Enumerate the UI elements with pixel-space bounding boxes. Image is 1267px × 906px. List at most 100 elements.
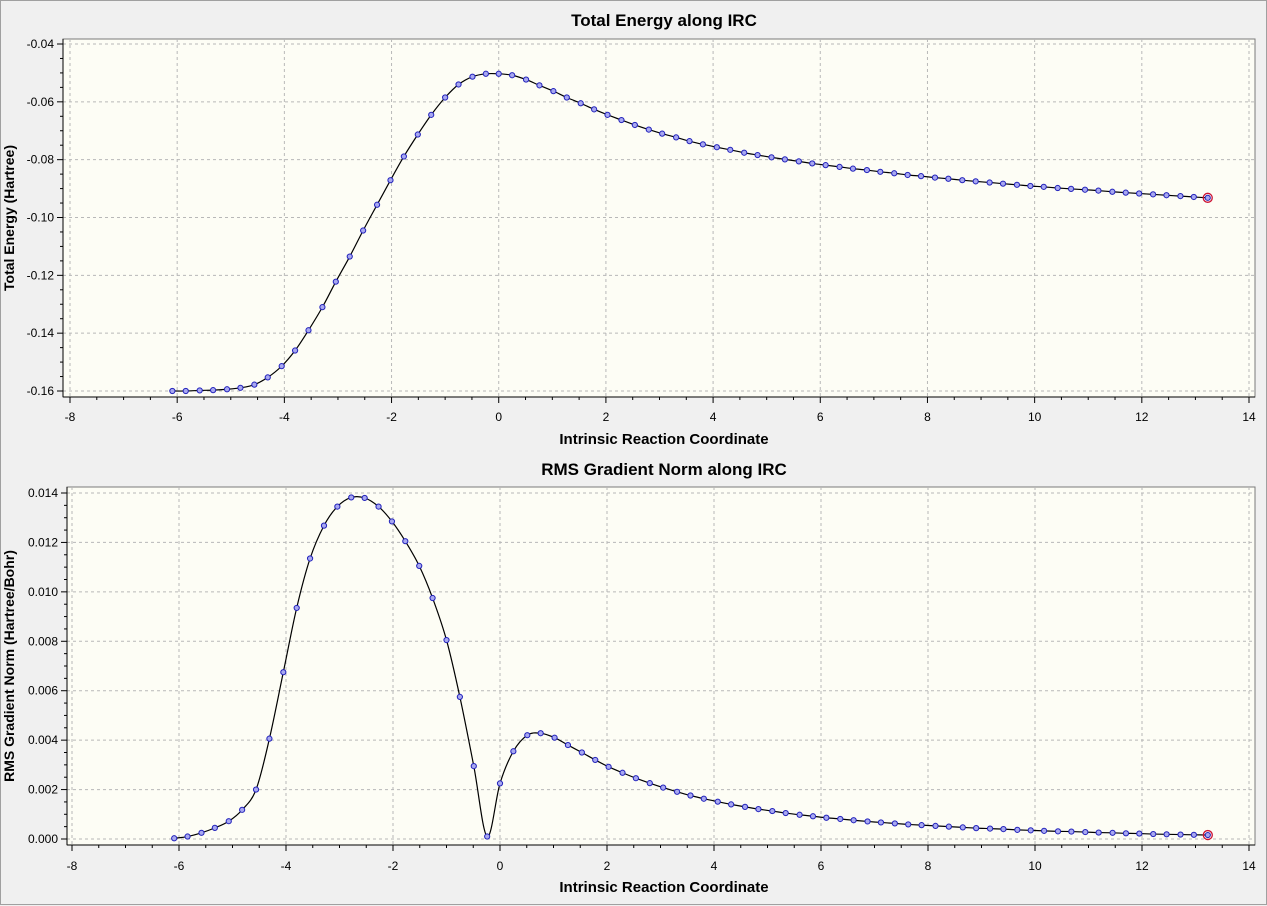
gradient-x-tick-label: -6 <box>174 859 185 873</box>
energy-data-point <box>945 175 952 182</box>
gradient-data-point <box>1150 830 1157 838</box>
gradient-data-point <box>741 803 749 810</box>
gradient-data-point <box>484 833 491 840</box>
energy-y-tick-label: -0.06 <box>27 95 55 109</box>
gradient-data-point <box>782 809 789 817</box>
gradient-data-point <box>605 763 612 770</box>
gradient-x-tick-label: -8 <box>67 859 78 873</box>
gradient-data-point <box>1190 831 1197 838</box>
gradient-data-point <box>225 818 232 825</box>
gradient-x-tick-label: 4 <box>711 859 718 873</box>
energy-data-point <box>1163 192 1170 199</box>
gradient-data-point <box>402 538 409 545</box>
gradient-x-tick-label: -2 <box>388 859 399 873</box>
gradient-chart: -8 -6 -4 -2 0 2 4 6 8 10 12 14 0.000 0.002 0.004 0.006… <box>1 460 1256 896</box>
gradient-y-tick-label: 0.006 <box>28 684 58 698</box>
gradient-data-point <box>211 824 218 831</box>
gradient-y-tick-label: 0.010 <box>28 585 58 599</box>
energy-x-tick-label: -8 <box>65 410 76 424</box>
energy-x-tick-label: -6 <box>172 410 183 424</box>
energy-data-point <box>1067 185 1075 192</box>
gradient-data-point <box>823 814 830 821</box>
gradient-data-point <box>1204 831 1211 839</box>
energy-data-point <box>264 374 271 381</box>
gradient-x-tick-label: -4 <box>281 859 292 873</box>
energy-data-point <box>849 165 857 172</box>
gradient-data-point <box>700 795 707 802</box>
energy-x-ticks: -8 -6 -4 -2 0 2 4 6 8 10 12 14 <box>65 397 1256 424</box>
gradient-x-tick-label: 6 <box>818 859 825 873</box>
energy-grid <box>63 39 1255 397</box>
energy-data-point <box>400 153 407 160</box>
energy-data-point <box>645 126 652 133</box>
gradient-data-point <box>348 494 355 501</box>
gradient-data-point <box>1082 828 1089 836</box>
energy-data-point <box>182 387 189 395</box>
gradient-data-point <box>945 823 952 830</box>
gradient-y-tick-label: 0.002 <box>28 783 58 797</box>
gradient-data-point <box>171 835 178 842</box>
energy-data-point <box>482 70 489 77</box>
gradient-data-point <box>388 518 396 525</box>
gradient-data-point <box>986 825 994 832</box>
gradient-data-point <box>334 503 341 510</box>
gradient-data-point <box>198 829 205 836</box>
gradient-plot-area <box>66 486 1256 846</box>
gradient-data-point <box>320 522 328 529</box>
energy-data-point <box>1122 189 1129 196</box>
energy-data-point <box>1054 184 1061 192</box>
energy-data-point <box>673 134 680 141</box>
gradient-data-point <box>578 749 585 756</box>
energy-data-point <box>196 387 203 394</box>
gradient-data-point <box>1177 831 1184 838</box>
energy-data-point <box>577 100 584 107</box>
energy-data-point <box>686 138 693 145</box>
energy-data-point <box>251 381 258 388</box>
energy-data-point <box>414 131 421 138</box>
energy-data-point <box>291 347 299 354</box>
energy-data-point <box>1190 193 1197 201</box>
energy-data-point <box>727 146 734 153</box>
gradient-x-ticks: -8 -6 -4 -2 0 2 4 6 8 10 12 14 <box>67 845 1256 873</box>
energy-data-point <box>509 72 516 79</box>
gradient-data-point <box>266 735 273 742</box>
gradient-y-tick-label: 0.004 <box>28 733 58 747</box>
gradient-data-point <box>1109 829 1116 836</box>
energy-data-point <box>999 180 1007 187</box>
energy-y-tick-label: -0.12 <box>27 268 55 282</box>
energy-data-point <box>209 387 217 394</box>
energy-y-tick-label: -0.14 <box>27 326 55 340</box>
gradient-data-point <box>891 820 898 827</box>
gradient-data-point <box>796 811 803 818</box>
gradient-data-point <box>755 805 762 813</box>
energy-data-point <box>536 82 543 89</box>
gradient-x-tick-label: 2 <box>604 859 611 873</box>
gradient-data-point <box>1027 827 1034 834</box>
energy-data-point <box>1027 182 1034 190</box>
energy-data-point <box>278 363 285 370</box>
energy-data-point <box>360 227 367 234</box>
gradient-data-point <box>416 562 423 570</box>
energy-data-point <box>877 168 884 175</box>
energy-data-point <box>1013 181 1021 188</box>
gradient-data-point <box>687 792 694 799</box>
gradient-x-tick-label: 8 <box>925 859 932 873</box>
gradient-series-points <box>171 494 1213 842</box>
energy-data-point <box>1040 183 1047 190</box>
gradient-x-tick-label: 12 <box>1135 859 1149 873</box>
energy-data-point <box>442 94 449 101</box>
gradient-data-point <box>252 786 260 793</box>
gradient-y-tick-label: 0.014 <box>28 486 58 500</box>
energy-series-points <box>169 70 1213 395</box>
energy-data-point <box>332 278 339 285</box>
energy-x-tick-label: 0 <box>495 410 502 424</box>
gradient-data-point <box>592 756 599 764</box>
energy-chart: -8 -6 -4 -2 0 2 4 6 8 10 12 14 -0.04 -0.06 -0.08 -0.10… <box>1 11 1256 448</box>
gradient-data-point <box>375 503 382 510</box>
gradient-data-point <box>864 818 871 825</box>
gradient-data-point <box>905 821 912 828</box>
gradient-data-point <box>1040 827 1048 834</box>
energy-y-axis-label: Total Energy (Hartree) <box>1 145 17 291</box>
energy-data-point <box>305 327 312 334</box>
